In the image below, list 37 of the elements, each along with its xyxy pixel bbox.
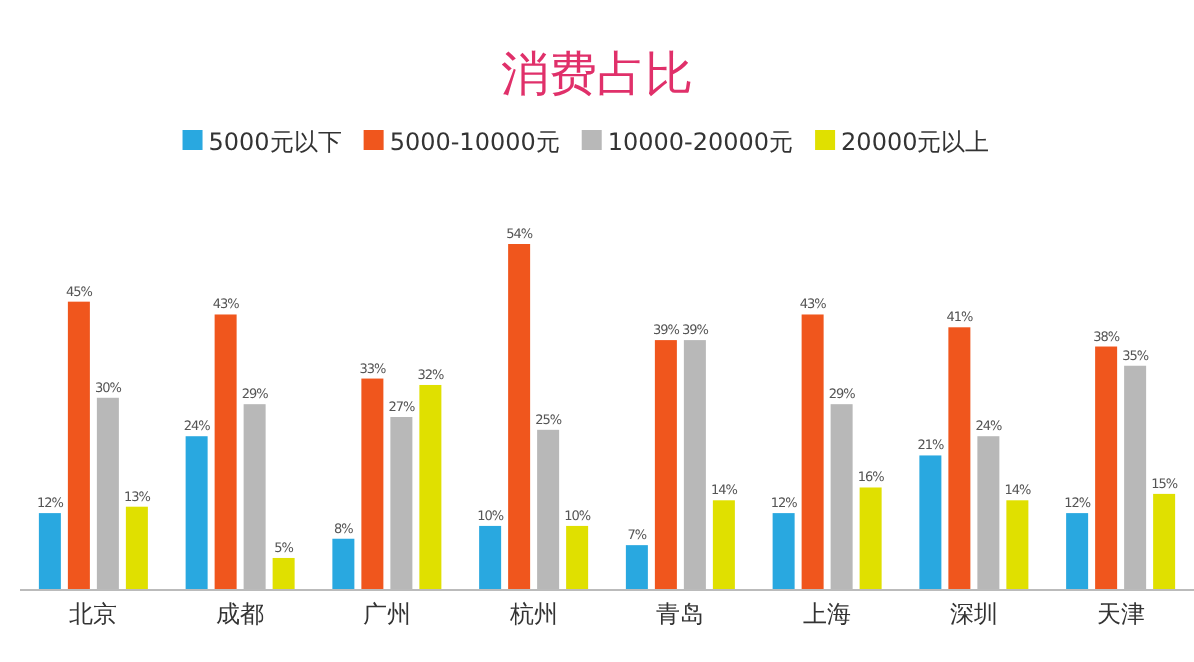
bar: [361, 378, 384, 590]
legend-label: 10000-20000元: [607, 128, 794, 156]
bar: [1066, 513, 1089, 590]
bar: [419, 384, 442, 590]
legend-label: 5000元以下: [208, 128, 342, 156]
bar: [712, 500, 735, 590]
bar: [508, 244, 531, 590]
bar: [1153, 493, 1176, 590]
bar: [654, 340, 677, 590]
x-tick-label: 成都: [216, 600, 265, 628]
x-tick-label: 天津: [1096, 600, 1145, 628]
x-tick-label: 深圳: [949, 600, 998, 628]
bar: [919, 455, 942, 590]
x-tick-label: 广州: [362, 600, 411, 628]
bar: [214, 314, 237, 590]
bar: [859, 487, 882, 590]
bar: [125, 506, 148, 590]
legend-label: 20000元以上: [841, 128, 990, 156]
chart-title: 消费占比: [501, 46, 693, 102]
x-tick-label: 青岛: [656, 600, 705, 628]
bar: [67, 301, 90, 590]
bar: [479, 525, 502, 590]
legend-label: 5000-10000元: [389, 128, 560, 156]
bar: [272, 557, 295, 590]
bar: [1006, 500, 1029, 590]
bar: [772, 513, 795, 590]
bar: [332, 538, 355, 590]
bar: [566, 525, 589, 590]
bar: [801, 314, 824, 590]
x-tick-label: 北京: [69, 600, 118, 628]
x-tick-label: 上海: [803, 600, 852, 628]
bar: [1095, 346, 1118, 590]
x-tick-label: 杭州: [507, 600, 558, 628]
bar: [625, 545, 648, 590]
bar: [948, 327, 971, 590]
bar: [185, 436, 208, 590]
bar: [38, 513, 61, 590]
